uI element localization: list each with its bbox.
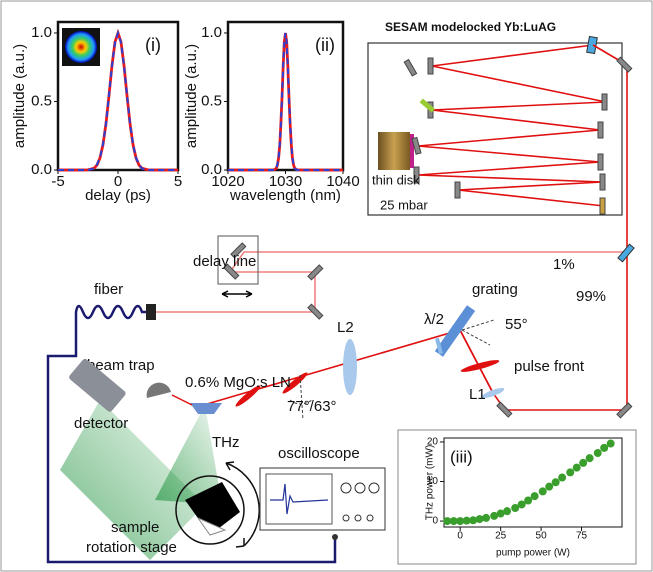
laser-title: SESAM modelocked Yb:LuAG	[385, 20, 556, 34]
y-tick-label: 0.5	[31, 92, 52, 109]
point	[539, 487, 547, 495]
point	[552, 478, 560, 486]
lens-2: L2	[337, 319, 354, 336]
beam	[172, 395, 192, 405]
panel-label: (iii)	[450, 447, 473, 466]
detector-label: detector	[74, 415, 128, 432]
x-tick-label: 75	[576, 531, 588, 542]
panel-label: (ii)	[315, 35, 335, 55]
x-axis-label: wavelength (nm)	[229, 187, 341, 204]
x-tick-label: 50	[536, 531, 548, 542]
delay-line: delay line	[193, 253, 256, 270]
point	[573, 464, 581, 472]
stage-label: rotation stage	[86, 539, 177, 556]
point	[607, 440, 615, 448]
thz-label: THz	[212, 434, 240, 451]
x-axis-label: pump power (W)	[496, 548, 570, 559]
pressure: 25 mbar	[380, 197, 428, 212]
scope-screen	[266, 474, 332, 524]
angle-guide	[462, 320, 494, 345]
beam-spot	[65, 31, 97, 63]
pulse-front: pulse front	[514, 358, 585, 375]
y-axis-label: amplitude (a.u.)	[11, 44, 28, 148]
fiber-label: fiber	[94, 281, 123, 298]
pulse-front-mark	[460, 358, 500, 374]
lens-1: L1	[469, 386, 486, 403]
figure: SESAM modelocked Yb:LuAG thin disk 25 mb…	[0, 0, 653, 572]
fiber-coupler	[146, 304, 156, 320]
x-axis-label: delay (ps)	[85, 187, 151, 204]
x-tick-label: -5	[51, 173, 64, 190]
thin-disk: thin disk	[372, 172, 420, 187]
oscilloscope-label: oscilloscope	[278, 445, 360, 462]
split-low: 1%	[553, 256, 575, 273]
grating-angle: 55°	[505, 316, 528, 333]
arrow	[222, 291, 252, 297]
y-tick-label: 1.0	[201, 24, 222, 41]
crystal-angles: 77°/63°	[287, 398, 337, 415]
y-tick-label: 0.0	[31, 161, 52, 178]
y-tick-label: 1.0	[31, 24, 52, 41]
point	[531, 492, 539, 500]
y-tick-label: 0.0	[201, 161, 222, 178]
point	[594, 449, 602, 457]
point	[503, 507, 511, 515]
waveplate-label: λ/2	[424, 311, 444, 328]
sample-label: sample	[111, 519, 159, 536]
split-high: 99%	[576, 288, 606, 305]
beam-splitter	[618, 244, 634, 262]
panel-label: (i)	[145, 35, 161, 55]
y-axis-label: amplitude (a.u.)	[183, 44, 200, 148]
lens	[343, 339, 357, 395]
point	[586, 454, 594, 462]
x-tick-label: 25	[495, 531, 507, 542]
grating-label: grating	[472, 281, 518, 298]
mirror	[617, 57, 632, 72]
crystal	[190, 403, 222, 414]
beam-trap	[147, 383, 171, 398]
x-tick-label: 0	[457, 531, 463, 542]
y-tick-label: 0.5	[201, 92, 222, 109]
crystal-label: 0.6% MgO:s LN	[185, 374, 291, 391]
point	[566, 468, 574, 476]
point	[482, 514, 490, 522]
scope-port	[332, 534, 338, 540]
laser	[368, 36, 622, 215]
point	[579, 459, 587, 467]
x-tick-label: 5	[174, 173, 182, 190]
y-axis-label: THz power (mW)	[425, 445, 436, 521]
point	[558, 474, 566, 482]
